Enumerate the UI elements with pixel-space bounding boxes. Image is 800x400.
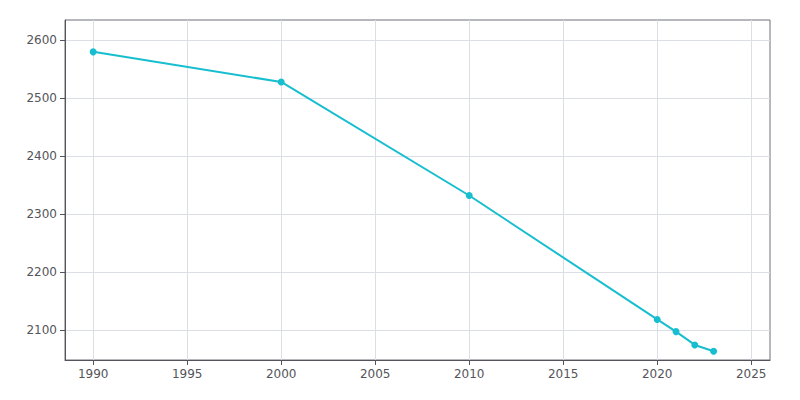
svg-text:2200: 2200 <box>26 265 57 279</box>
svg-text:2000: 2000 <box>266 367 297 381</box>
svg-text:2010: 2010 <box>454 367 485 381</box>
svg-text:2300: 2300 <box>26 207 57 221</box>
svg-text:2500: 2500 <box>26 91 57 105</box>
svg-text:2025: 2025 <box>736 367 767 381</box>
svg-text:1990: 1990 <box>78 367 109 381</box>
svg-text:1995: 1995 <box>172 367 203 381</box>
svg-text:2020: 2020 <box>642 367 673 381</box>
svg-text:2600: 2600 <box>26 33 57 47</box>
svg-text:2400: 2400 <box>26 149 57 163</box>
svg-text:2005: 2005 <box>360 367 391 381</box>
svg-text:2015: 2015 <box>548 367 579 381</box>
svg-text:2100: 2100 <box>26 323 57 337</box>
